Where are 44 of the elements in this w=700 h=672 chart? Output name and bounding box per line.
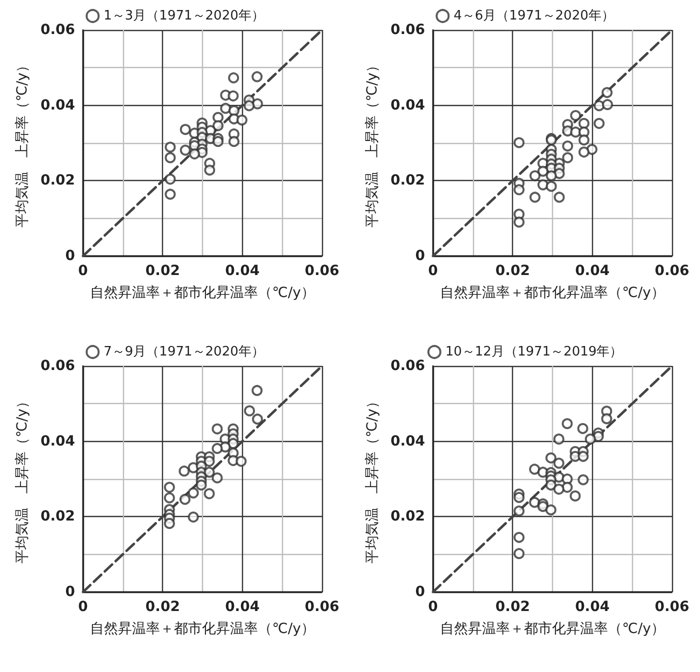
x-axis-title: 自然昇温率＋都市化昇温率（℃/y） [440, 621, 665, 637]
y-tick-label: 0 [415, 248, 426, 264]
y-axis-title: 平均気温 上昇率（℃/y） [364, 394, 381, 564]
x-tick-label: 0 [428, 263, 438, 279]
y-tick-label: 0.02 [390, 172, 425, 189]
legend-label: 7～9月（1971～2020年） [104, 344, 264, 360]
y-axis-title: 平均気温 上昇率（℃/y） [14, 394, 31, 564]
y-axis-title: 平均気温 上昇率（℃/y） [14, 58, 31, 228]
x-tick-label: 0.06 [304, 263, 340, 279]
x-tick-label: 0 [78, 599, 88, 615]
x-tick-label: 0.04 [575, 599, 610, 615]
y-tick-label: 0.06 [390, 358, 425, 374]
y-tick-label: 0.06 [390, 22, 425, 38]
x-tick-label: 0.02 [145, 599, 180, 615]
y-tick-label: 0 [415, 584, 426, 600]
y-tick-label: 0.02 [40, 508, 75, 525]
x-tick-label: 0.02 [495, 263, 530, 279]
x-tick-label: 0.04 [225, 599, 260, 615]
x-tick-label: 0.06 [654, 263, 690, 279]
x-tick-label: 0 [428, 599, 438, 615]
x-tick-label: 0.04 [225, 263, 260, 279]
legend-label: 4～6月（1971～2020年） [454, 8, 614, 24]
y-tick-label: 0.02 [40, 172, 75, 189]
y-tick-label: 0.06 [40, 358, 75, 374]
y-tick-label: 0.04 [390, 97, 426, 114]
y-axis-title: 平均気温 上昇率（℃/y） [364, 58, 381, 228]
x-tick-label: 0.06 [304, 599, 340, 615]
x-tick-label: 0.02 [495, 599, 530, 615]
x-tick-label: 0.06 [654, 599, 690, 615]
y-tick-label: 0.02 [390, 508, 425, 525]
y-tick-label: 0 [65, 248, 76, 264]
x-tick-label: 0.02 [145, 263, 180, 279]
y-tick-label: 0.04 [40, 433, 76, 450]
x-tick-label: 0 [78, 263, 88, 279]
x-axis-title: 自然昇温率＋都市化昇温率（℃/y） [440, 285, 665, 301]
legend-label: 10～12月（1971～2019年） [445, 344, 623, 360]
x-tick-label: 0.04 [575, 263, 610, 279]
x-axis-title: 自然昇温率＋都市化昇温率（℃/y） [90, 285, 315, 301]
y-tick-label: 0.06 [40, 22, 75, 38]
y-tick-label: 0.04 [390, 433, 426, 450]
y-tick-label: 0 [65, 584, 76, 600]
x-axis-title: 自然昇温率＋都市化昇温率（℃/y） [90, 621, 315, 637]
y-tick-label: 0.04 [40, 97, 76, 114]
legend-label: 1～3月（1971～2020年） [104, 8, 264, 24]
